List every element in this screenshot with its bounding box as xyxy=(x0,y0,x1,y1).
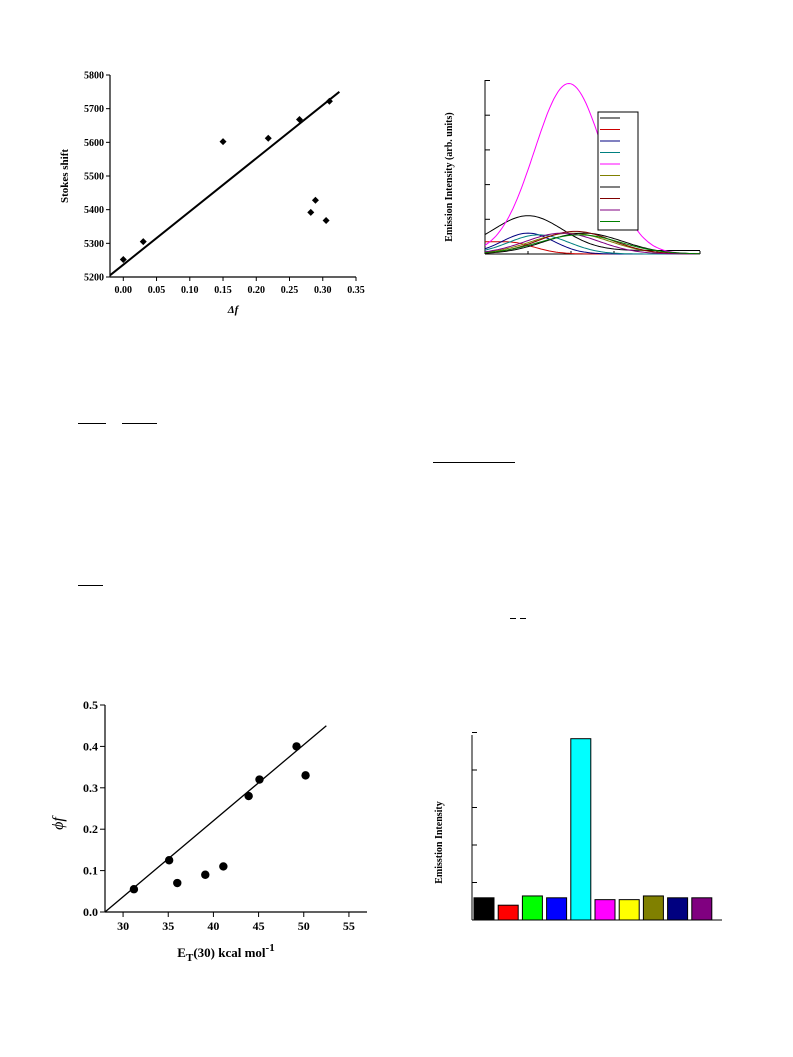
x-tick-label: 45 xyxy=(253,919,265,933)
y-tick-label: 5300 xyxy=(84,239,104,250)
y-tick-label: 5600 xyxy=(84,138,104,149)
y-tick-label: 5500 xyxy=(84,172,104,183)
y-axis-label: Emission Intensity (arb. units) xyxy=(444,112,455,241)
data-point xyxy=(201,870,210,879)
bar xyxy=(497,904,519,921)
x-tick-label: 0.25 xyxy=(281,285,299,296)
x-tick-label: 55 xyxy=(343,919,355,933)
y-tick-label: 5400 xyxy=(84,205,104,216)
fraction-rule xyxy=(520,618,526,619)
bar xyxy=(570,738,592,921)
y-tick-label: 5200 xyxy=(84,273,104,284)
spectrum-line xyxy=(484,234,701,255)
bar xyxy=(473,897,495,921)
data-point xyxy=(219,862,228,871)
fit-line xyxy=(104,725,327,913)
bar xyxy=(546,897,568,921)
emission-spectra-chart: Emission Intensity (arb. units) xyxy=(430,65,720,275)
fraction-rule xyxy=(78,423,106,424)
data-point xyxy=(173,878,182,888)
fraction-rule xyxy=(510,618,516,619)
spectrum-line xyxy=(484,230,700,255)
quantum-yield-chart: 30 35 40 45 50 55 0.0 0.1 0.2 0.3 0.4 0.5 ET(30) kca… xyxy=(40,690,380,980)
y-tick-label: 5700 xyxy=(84,104,104,115)
data-point xyxy=(264,134,272,142)
x-axis-label: Δf xyxy=(227,304,240,316)
bar xyxy=(618,899,640,921)
y-axis-label: Emisstion Intensity xyxy=(434,801,445,884)
data-point xyxy=(322,216,330,224)
spectrum-line xyxy=(484,82,701,255)
data-point xyxy=(292,742,301,751)
y-tick-label: 0.1 xyxy=(83,864,98,878)
data-point xyxy=(295,115,303,123)
x-tick-label: 0.35 xyxy=(347,285,365,296)
data-point xyxy=(119,255,127,263)
stokes-shift-plot: 0.00 0.05 0.10 0.15 0.20 0.25 0.30 0.35 5200 5300… xyxy=(59,71,365,317)
y-tick-label: 0.5 xyxy=(83,698,98,712)
data-point xyxy=(311,196,319,204)
x-tick-label: 0.00 xyxy=(115,285,133,296)
data-point xyxy=(219,138,227,146)
y-axis-label: ϕf xyxy=(50,815,67,830)
emission-spectra-plot: Emission Intensity (arb. units) xyxy=(444,80,701,255)
fraction-rule xyxy=(78,585,103,586)
x-tick-label: 0.05 xyxy=(148,285,166,296)
stokes-shift-chart: 0.00 0.05 0.10 0.15 0.20 0.25 0.30 0.35 5200 5300… xyxy=(40,60,380,330)
bar xyxy=(642,895,664,921)
emission-bar-plot: Emisstion Intensity xyxy=(434,732,722,921)
y-axis-label: Stokes shift xyxy=(59,149,71,203)
y-tick-label: 0.4 xyxy=(83,739,98,753)
data-point xyxy=(301,771,310,780)
x-tick-label: 40 xyxy=(207,919,219,933)
fraction-rule xyxy=(122,423,157,424)
data-point xyxy=(255,775,264,784)
x-tick-label: 0.20 xyxy=(248,285,266,296)
data-point xyxy=(139,238,147,246)
x-tick-label: 0.10 xyxy=(181,285,199,296)
data-point xyxy=(307,208,315,216)
fit-line xyxy=(109,91,341,277)
quantum-yield-plot: 30 35 40 45 50 55 0.0 0.1 0.2 0.3 0.4 0.5 ET(30) kca… xyxy=(50,698,367,964)
bar xyxy=(667,897,689,921)
data-point xyxy=(325,97,333,105)
x-tick-label: 30 xyxy=(117,919,129,933)
y-tick-label: 5800 xyxy=(84,71,104,82)
emission-bar-chart: Emisstion Intensity xyxy=(420,725,730,945)
spectrum-line xyxy=(484,232,700,255)
y-tick-label: 0.0 xyxy=(83,905,98,919)
data-point xyxy=(129,885,139,894)
x-tick-label: 50 xyxy=(298,919,310,933)
x-tick-label: 0.15 xyxy=(214,285,232,296)
x-tick-label: 35 xyxy=(162,919,174,933)
bar xyxy=(521,895,543,921)
y-tick-label: 0.2 xyxy=(83,822,98,836)
bar xyxy=(691,897,713,921)
x-tick-label: 0.30 xyxy=(314,285,332,296)
data-point xyxy=(244,791,253,801)
fraction-rule xyxy=(433,462,515,463)
x-axis-label: ET(30) kcal mol-1 xyxy=(177,942,274,964)
data-point xyxy=(164,856,174,865)
bar xyxy=(594,899,616,921)
y-tick-label: 0.3 xyxy=(83,781,98,795)
